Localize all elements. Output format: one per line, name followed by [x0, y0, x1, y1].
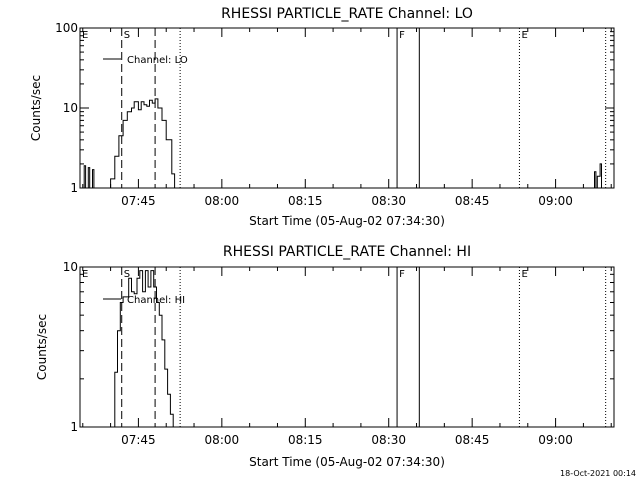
hi-x-axis-label: Start Time (05-Aug-02 07:34:30): [249, 455, 445, 469]
lo-y-tick-label: 100: [55, 21, 78, 35]
hi-axis-ticks: 07:45 08:00 08:15 08:30 08:45 09:00 1 10: [63, 260, 614, 447]
hi-event-label: F: [399, 269, 405, 280]
hi-x-tick-label: 08:00: [205, 433, 240, 447]
lo-series-line: [82, 165, 95, 189]
hi-x-tick-label: 08:45: [455, 433, 490, 447]
lo-x-tick-label: 08:15: [288, 194, 323, 208]
hi-legend-label: Channel: HI: [127, 295, 185, 306]
lo-event-label: E: [521, 30, 527, 41]
lo-y-tick-label: 1: [70, 181, 78, 195]
lo-legend-label: Channel: LO: [127, 55, 188, 66]
hi-event-label: E: [521, 269, 527, 280]
lo-event-label: F: [399, 30, 405, 41]
hi-legend: Channel: HI: [103, 295, 185, 306]
hi-event-label: E: [82, 269, 88, 280]
lo-y-axis-label: Counts/sec: [29, 75, 43, 141]
hi-plot-frame: [79, 266, 615, 428]
lo-series-line: [109, 98, 176, 189]
lo-chart-title: RHESSI PARTICLE_RATE Channel: LO: [221, 6, 473, 22]
lo-legend: Channel: LO: [103, 55, 188, 66]
lo-x-tick-label: 08:30: [371, 194, 406, 208]
hi-x-tick-label: 07:45: [121, 433, 156, 447]
lo-x-tick-label: 09:00: [538, 194, 573, 208]
hi-y-tick-label: 10: [63, 260, 78, 274]
lo-x-tick-label: 08:00: [205, 194, 240, 208]
lo-series-layer: [82, 98, 603, 189]
hi-x-tick-label: 09:00: [538, 433, 573, 447]
hi-x-tick-label: 08:15: [288, 433, 323, 447]
lo-event-label: E: [82, 30, 88, 41]
generated-timestamp: 18-Oct-2021 00:14: [560, 469, 636, 478]
hi-y-tick-label: 1: [70, 420, 78, 434]
hi-chart-title: RHESSI PARTICLE_RATE Channel: HI: [223, 244, 471, 260]
lo-channel-panel: RHESSI PARTICLE_RATE Channel: LO Counts/…: [29, 6, 615, 228]
hi-x-tick-label: 08:30: [371, 433, 406, 447]
lo-x-axis-label: Start Time (05-Aug-02 07:34:30): [249, 214, 445, 228]
hi-channel-panel: RHESSI PARTICLE_RATE Channel: HI Counts/…: [35, 244, 615, 469]
hi-series-layer: [110, 270, 174, 428]
hi-series-line: [110, 270, 174, 428]
lo-series-line: [591, 163, 603, 189]
hi-event-label: S: [124, 269, 130, 280]
lo-x-tick-label: 08:45: [455, 194, 490, 208]
lo-axis-ticks: 07:45 08:00 08:15 08:30 08:45 09:00 1 10 100: [55, 21, 614, 208]
lo-y-tick-label: 10: [63, 101, 78, 115]
lo-event-label: S: [124, 30, 130, 41]
lo-x-tick-label: 07:45: [121, 194, 156, 208]
hi-y-axis-label: Counts/sec: [35, 314, 49, 380]
